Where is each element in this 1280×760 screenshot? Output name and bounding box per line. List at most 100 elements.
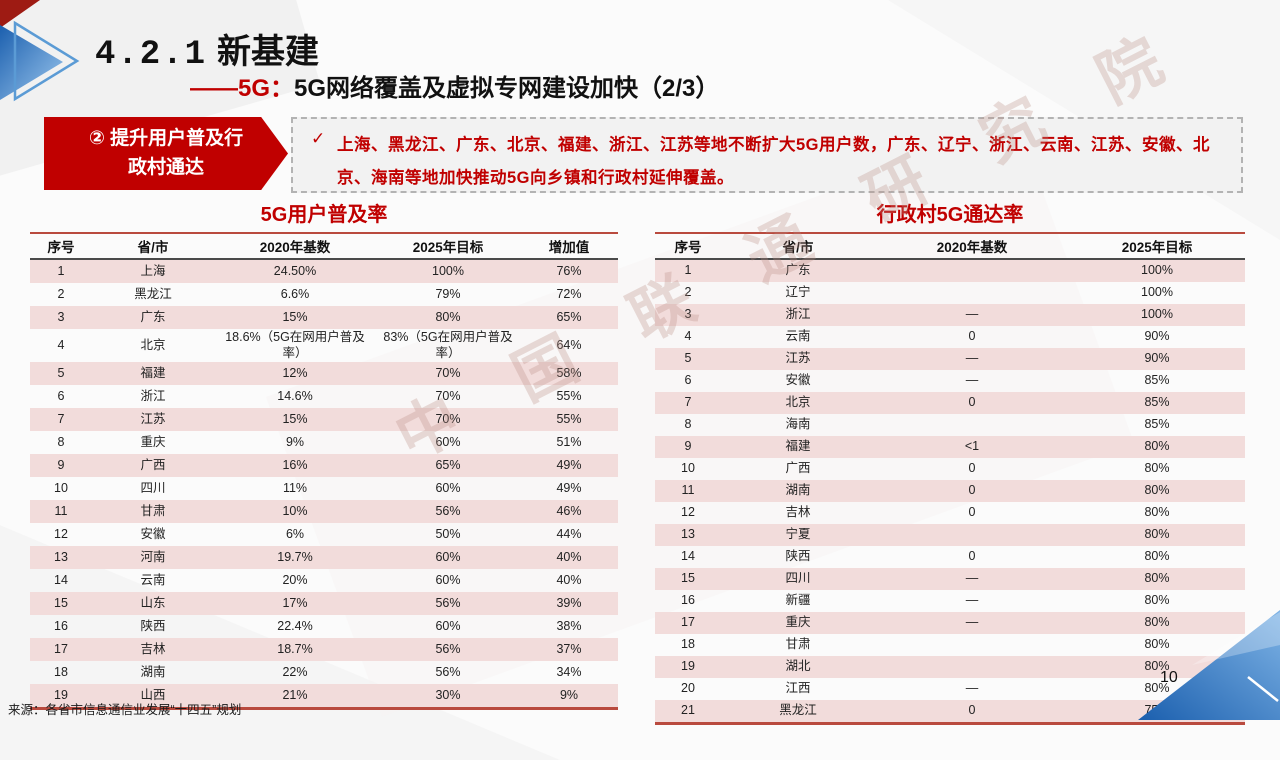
table-cell: 吉林 <box>140 641 166 656</box>
table-cell: 2 <box>684 285 692 300</box>
table-row: 11 甘肃 10% 56% 46% <box>30 500 618 524</box>
table-cell: 9 <box>684 439 692 454</box>
table-cell: 9% <box>559 687 579 702</box>
table-row: 18 湖南 22% 56% 34% <box>30 661 618 684</box>
table-row: 2 黑龙江 6.6% 79% 72% <box>30 283 618 306</box>
table-row: 4 北京 18.6%（5G在网用户普及率） 83%（5G在网用户普及率） 64% <box>30 329 618 362</box>
header-row: 序号 省/市 2020年基数 2025年目标 <box>655 233 1245 259</box>
table-cell: 上海 <box>140 263 166 278</box>
column-header: 2025年目标 <box>412 240 484 255</box>
table-cell: 7 <box>57 411 65 426</box>
table-cell: 55% <box>556 388 582 403</box>
slide-corner-decoration-icon <box>0 0 80 102</box>
table-cell: — <box>965 593 979 608</box>
table-row: 7 北京 0 85% <box>655 392 1245 414</box>
table-row: 11 湖南 0 80% <box>655 480 1245 502</box>
table-cell: 17 <box>681 615 695 630</box>
summary-text: 上海、黑龙江、广东、北京、福建、浙江、江苏等地不断扩大5G用户数，广东、辽宁、浙… <box>337 136 1211 187</box>
table-cell: 0 <box>968 549 976 564</box>
table-cell: 65% <box>435 457 461 472</box>
right-table-title: 行政村5G通达率 <box>876 204 1024 226</box>
table-cell: 18.6%（5G在网用户普及率） <box>225 330 365 360</box>
table-cell: 20 <box>681 681 695 696</box>
table-cell: 9 <box>57 457 65 472</box>
table-cell: 1 <box>684 263 692 278</box>
column-header: 序号 <box>47 240 75 255</box>
table-cell: <1 <box>964 439 980 454</box>
table-cell: 陕西 <box>140 618 166 633</box>
table-cell: 100% <box>432 263 464 278</box>
table-cell: 10 <box>681 461 695 476</box>
table-cell: 四川 <box>785 571 811 586</box>
table-cell: 福建 <box>140 365 166 380</box>
table-cell: 18 <box>681 637 695 652</box>
table-cell: 60% <box>435 618 461 633</box>
table-cell: — <box>965 351 979 366</box>
table-cell: 58% <box>556 365 582 380</box>
table-cell: 4 <box>684 329 692 344</box>
table-row: 6 浙江 14.6% 70% 55% <box>30 385 618 408</box>
table-cell: 17% <box>282 595 308 610</box>
table-cell: 80% <box>1144 439 1170 454</box>
table-row: 2 辽宁 100% <box>655 282 1245 304</box>
table-cell: 8 <box>684 417 692 432</box>
table-cell: 12% <box>282 365 308 380</box>
table-cell: 15% <box>282 411 308 426</box>
table-cell: 80% <box>1144 593 1170 608</box>
badge-line2: 政村通达 <box>127 156 204 178</box>
table-cell: 80% <box>1144 571 1170 586</box>
table-cell: 80% <box>1144 659 1170 674</box>
header-row: 序号 省/市 2020年基数 2025年目标 增加值 <box>30 233 618 259</box>
table-cell: 49% <box>556 480 582 495</box>
page-subtitle: ——5G：5G网络覆盖及虚拟专网建设加快（2/3） <box>190 68 719 103</box>
table-cell: 4 <box>57 337 65 352</box>
table-row: 14 陕西 0 80% <box>655 546 1245 568</box>
table-cell: 19 <box>681 659 695 674</box>
table-cell: 河南 <box>140 549 166 564</box>
table-cell <box>875 282 1069 304</box>
table-cell: 64% <box>556 337 582 352</box>
table-cell: 广东 <box>785 263 811 278</box>
table-cell: 80% <box>1144 637 1170 652</box>
table-cell: 24.50% <box>273 263 317 278</box>
table-cell: 北京 <box>785 395 811 410</box>
table-cell: 80% <box>1144 461 1170 476</box>
table-cell: 11 <box>54 503 68 518</box>
table-cell: 浙江 <box>140 388 166 403</box>
table-row: 8 海南 85% <box>655 414 1245 436</box>
table-cell: 3 <box>57 309 65 324</box>
table-cell: 80% <box>1144 483 1170 498</box>
table-cell: 80% <box>1144 505 1170 520</box>
table-cell: 吉林 <box>785 505 811 520</box>
table-cell: 80% <box>1144 527 1170 542</box>
table-cell <box>875 259 1069 282</box>
badge-line1: ② 提升用户普及行 <box>88 128 244 149</box>
table-cell: 76% <box>556 263 582 278</box>
table-cell: — <box>965 571 979 586</box>
table-cell: 甘肃 <box>140 503 166 518</box>
table-cell: 湖北 <box>785 659 811 674</box>
column-header: 省/市 <box>137 240 169 255</box>
table-cell: 15% <box>282 309 308 324</box>
table-row: 9 广西 16% 65% 49% <box>30 454 618 478</box>
table-row: 3 广东 15% 80% 65% <box>30 306 618 329</box>
table-cell: 56% <box>435 664 461 679</box>
table-cell: 6% <box>285 526 305 541</box>
title-text: 新基建 <box>217 33 320 71</box>
table-cell: 49% <box>556 457 582 472</box>
table-cell <box>875 524 1069 546</box>
table-cell: 6.6% <box>280 286 310 301</box>
table-cell: 11 <box>681 483 695 498</box>
section-badge: ② 提升用户普及行 政村通达 <box>44 117 288 190</box>
table-cell: 0 <box>968 329 976 344</box>
column-header: 增加值 <box>548 240 590 255</box>
slide-corner-decoration-icon <box>1138 610 1280 720</box>
table-cell: 山东 <box>140 595 166 610</box>
table-cell: 广西 <box>785 461 811 476</box>
left-table: 序号 省/市 2020年基数 2025年目标 增加值 1 上海 24.50% 100% 76% 2… <box>30 232 618 711</box>
table-cell: 85% <box>1144 417 1170 432</box>
table-cell: 79% <box>435 286 461 301</box>
table-cell: 90% <box>1144 329 1170 344</box>
table-cell: 重庆 <box>785 615 811 630</box>
table-cell: 12 <box>54 526 68 541</box>
